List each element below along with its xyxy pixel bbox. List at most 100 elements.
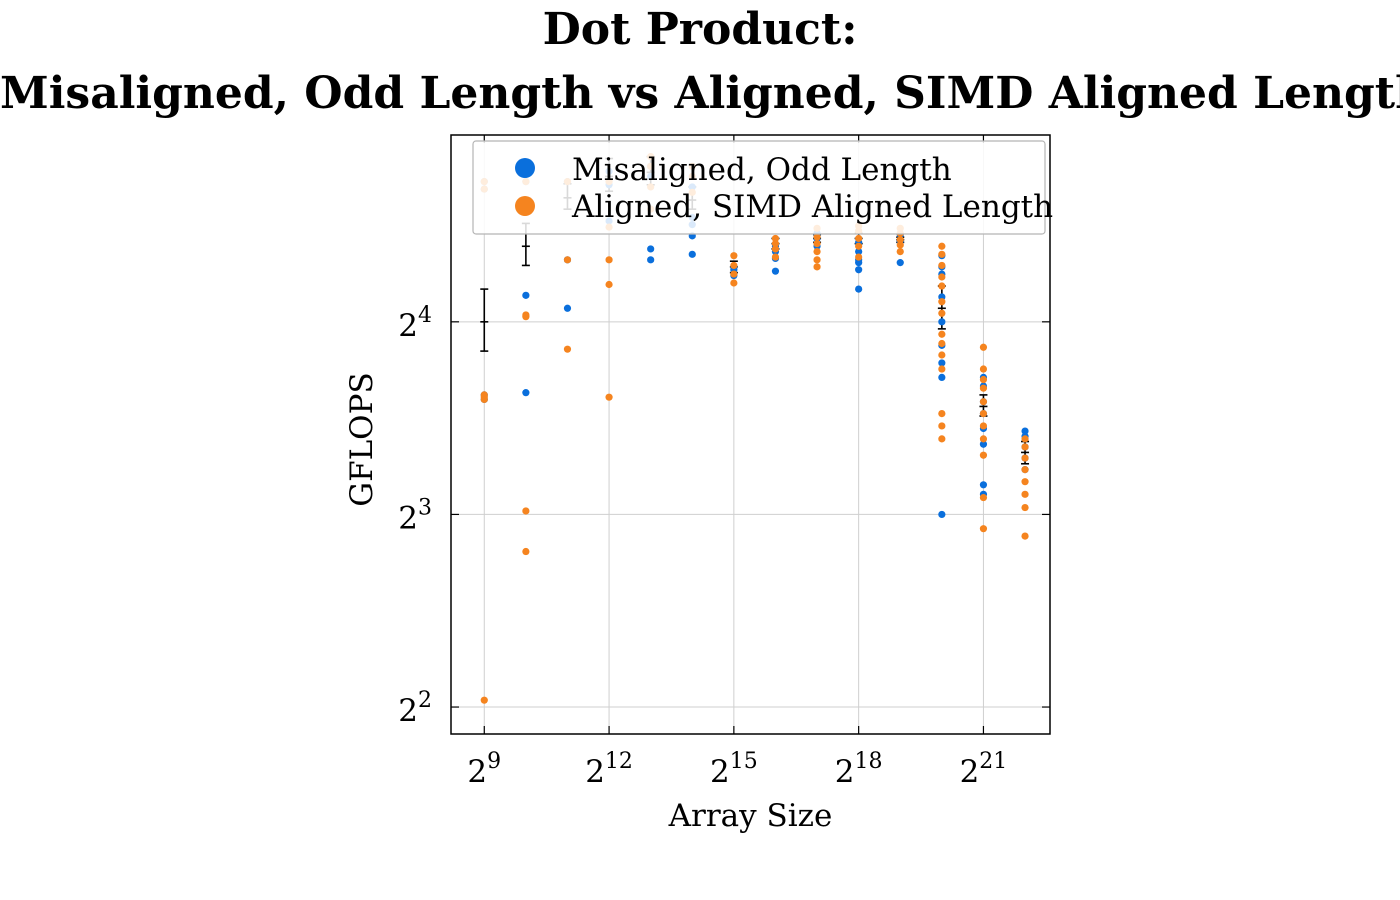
x-tick-base: 2 xyxy=(710,754,730,790)
legend: Misaligned, Odd Length Aligned, SIMD Ali… xyxy=(472,140,1053,235)
data-point xyxy=(938,510,946,519)
data-point xyxy=(771,240,780,248)
x-tick-exponent: 12 xyxy=(605,749,633,774)
x-tick-label: 218 xyxy=(835,749,883,790)
data-point xyxy=(813,240,821,248)
data-point xyxy=(938,339,946,348)
data-point xyxy=(605,280,613,289)
data-point xyxy=(647,245,655,253)
data-point xyxy=(938,422,946,430)
y-tick-label: 24 xyxy=(398,303,432,344)
data-point xyxy=(855,253,863,261)
data-point xyxy=(522,547,530,556)
data-point xyxy=(1021,503,1029,512)
data-point xyxy=(522,311,530,319)
y-tick-label: 22 xyxy=(398,688,432,729)
data-point xyxy=(938,373,946,381)
x-tick-label: 221 xyxy=(960,749,1008,790)
y-tick-label: 23 xyxy=(398,495,432,536)
legend-label-aligned: Aligned, SIMD Aligned Length xyxy=(571,189,1053,225)
data-point xyxy=(813,263,821,271)
data-point xyxy=(938,282,946,290)
data-point xyxy=(979,409,988,418)
x-tick-label: 29 xyxy=(467,749,501,790)
legend-label-misaligned: Misaligned, Odd Length xyxy=(572,152,952,188)
data-point xyxy=(979,435,988,443)
data-point xyxy=(938,250,946,258)
data-point xyxy=(979,375,988,384)
data-point xyxy=(688,250,696,258)
data-point xyxy=(938,309,946,317)
data-points xyxy=(480,152,1029,704)
data-point xyxy=(1021,443,1029,451)
data-point xyxy=(855,266,863,274)
data-point xyxy=(979,343,988,351)
data-point xyxy=(1021,427,1029,435)
y-axis-label: GFLOPS xyxy=(344,372,380,506)
grid-lines xyxy=(451,135,1050,734)
data-point xyxy=(938,365,946,373)
data-point xyxy=(605,393,613,401)
x-tick-base: 2 xyxy=(585,754,605,790)
x-tick-exponent: 21 xyxy=(979,749,1007,774)
data-point xyxy=(1021,478,1029,486)
x-tick-base: 2 xyxy=(835,754,855,790)
data-point xyxy=(563,256,572,264)
data-point xyxy=(522,389,530,397)
data-point xyxy=(938,351,946,359)
data-point xyxy=(1021,466,1029,474)
data-point xyxy=(730,261,738,270)
data-point xyxy=(979,422,988,430)
data-point xyxy=(1021,454,1029,462)
chart-subtitle: Misaligned, Odd Length vs Aligned, SIMD … xyxy=(0,68,1400,119)
data-point xyxy=(896,248,904,256)
y-tick-base: 2 xyxy=(398,500,418,536)
data-point xyxy=(771,234,780,243)
data-point xyxy=(605,256,613,264)
data-point xyxy=(938,298,946,306)
data-point xyxy=(771,253,780,261)
data-point xyxy=(855,248,863,256)
y-tick-base: 2 xyxy=(398,693,418,729)
data-point xyxy=(730,270,738,278)
error-bar xyxy=(480,288,489,352)
chart-title: Dot Product: xyxy=(542,4,858,55)
data-point xyxy=(896,236,904,244)
x-tick-exponent: 15 xyxy=(730,749,758,774)
data-point xyxy=(938,409,946,418)
data-point xyxy=(480,391,488,399)
data-point xyxy=(938,242,946,250)
legend-box xyxy=(472,140,1046,235)
data-point xyxy=(771,267,780,275)
data-point xyxy=(563,345,572,353)
y-tick-base: 2 xyxy=(398,308,418,344)
plot-frame xyxy=(450,134,1051,735)
data-point xyxy=(730,252,738,260)
x-tick-label: 212 xyxy=(585,749,633,790)
legend-marker-misaligned xyxy=(515,158,535,178)
data-point xyxy=(979,440,988,448)
y-tick-exponent: 3 xyxy=(418,495,432,520)
data-point xyxy=(979,525,988,533)
data-point xyxy=(938,330,946,338)
x-tick-exponent: 9 xyxy=(487,749,501,774)
x-axis-label: Array Size xyxy=(668,798,833,834)
data-point xyxy=(938,318,946,326)
data-point xyxy=(979,493,988,502)
data-point xyxy=(979,451,988,459)
x-tick-base: 2 xyxy=(960,754,980,790)
legend-marker-aligned xyxy=(515,196,535,216)
data-point xyxy=(522,291,530,299)
data-point xyxy=(771,245,780,253)
data-point xyxy=(979,481,988,489)
data-point xyxy=(813,256,821,264)
data-point xyxy=(979,398,988,406)
x-tick-exponent: 18 xyxy=(855,749,883,774)
data-point xyxy=(896,259,904,267)
x-tick-label: 215 xyxy=(710,749,758,790)
data-point xyxy=(896,241,904,249)
y-tick-exponent: 4 xyxy=(418,303,432,328)
data-point xyxy=(1021,532,1029,540)
data-point xyxy=(813,248,821,256)
